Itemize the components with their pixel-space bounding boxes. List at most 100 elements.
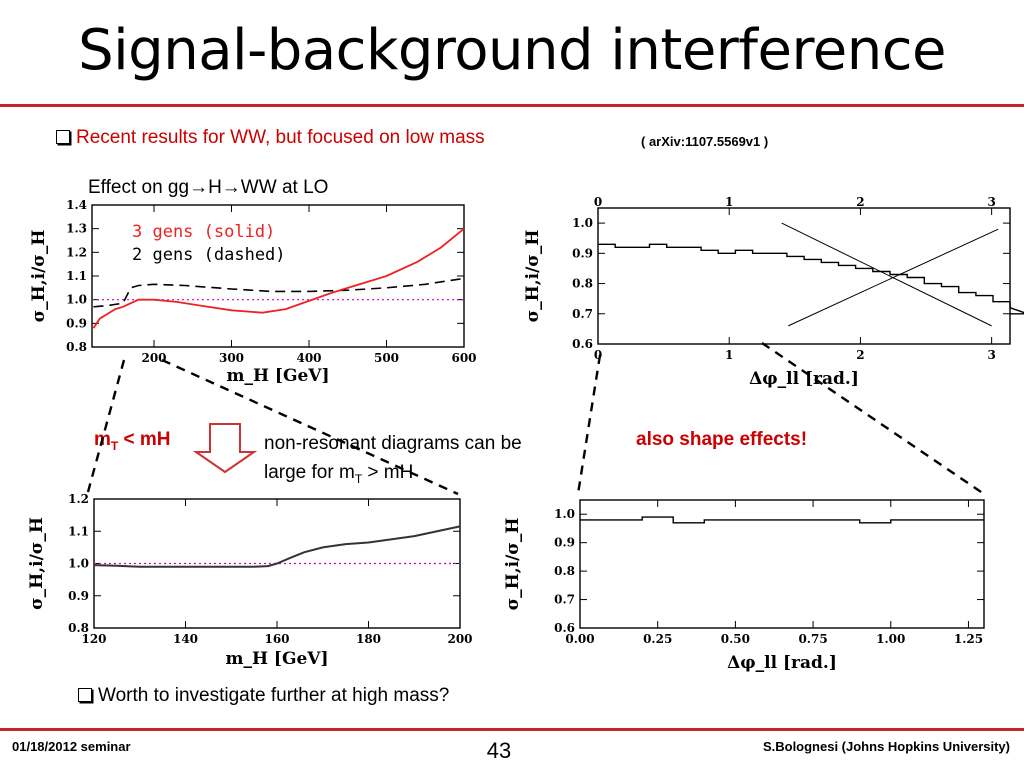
x-tick-label: 1.25 <box>954 632 983 646</box>
footer-date: 01/18/2012 seminar <box>12 739 131 754</box>
bullet-recent-results-text: Recent results for WW, but focused on lo… <box>76 127 485 148</box>
y-tick-label: 0.9 <box>554 536 575 550</box>
down-arrow-icon <box>192 423 258 474</box>
x-tick-label: 0 <box>594 348 602 362</box>
nonresonant-note: non-resonant diagrams can be large for m… <box>264 429 522 494</box>
crossed-line-b <box>788 228 999 327</box>
checkbox-bullet-icon <box>56 130 70 144</box>
y-tick-label: 1.4 <box>66 198 87 212</box>
x-tick-label: 200 <box>141 351 166 365</box>
effect-caption-mid: H <box>208 177 222 198</box>
x-tick-label: 500 <box>374 351 399 365</box>
series-ratio <box>93 525 461 568</box>
series-2-gens-dashed <box>93 277 465 308</box>
x-tick-label-top: 1 <box>725 195 733 209</box>
plot-frame <box>579 499 985 629</box>
zoom-connector-right-b <box>761 342 985 495</box>
shape-effects-note: also shape effects! <box>636 429 808 450</box>
page-number: 43 <box>486 738 512 763</box>
chart-dphi-full: 0 0 1 1 2 2 3 3 0.6 0.7 0.8 0.9 1.0 Δφ_ll [rad.] σ_H,i… <box>523 195 1024 389</box>
zoom-connector-left-b <box>161 358 459 496</box>
zoom-connector-left-a <box>86 359 126 493</box>
y-tick-label: 1.0 <box>68 557 89 571</box>
y-tick-label: 1.0 <box>554 507 575 521</box>
title-divider <box>0 104 1024 107</box>
footer-divider <box>0 728 1024 731</box>
y-tick-label: 0.7 <box>572 307 593 321</box>
bullet-high-mass-text: Worth to investigate further at high mas… <box>98 685 450 706</box>
series-3-gens-solid <box>92 228 465 329</box>
x-tick-label-top: 3 <box>987 195 995 209</box>
right-arrow-icon: → <box>189 177 209 198</box>
legend-3-gens: 3 gens (solid) <box>132 222 275 242</box>
x-axis-label: Δφ_ll [rad.] <box>749 369 859 389</box>
x-tick-label: 0.00 <box>565 632 594 646</box>
y-tick-label: 0.9 <box>68 589 89 603</box>
y-tick-label: 1.2 <box>68 492 89 506</box>
x-axis-label: m_H [GeV] <box>226 366 329 386</box>
nonresonant-line2: large for mT > mH <box>264 458 522 494</box>
arxiv-reference: ( arXiv:1107.5569v1 ) <box>641 134 769 149</box>
legend-2-gens: 2 gens (dashed) <box>132 245 286 265</box>
x-tick-label: 3 <box>987 348 995 362</box>
y-tick-label: 0.8 <box>66 340 87 354</box>
x-tick-label: 1 <box>725 348 733 362</box>
x-tick-label: 140 <box>173 632 198 646</box>
y-tick-label: 1.1 <box>68 524 89 538</box>
x-axis-label: Δφ_ll [rad.] <box>727 653 837 673</box>
y-axis-label: σ_H,i/σ_H <box>29 230 49 323</box>
series-step <box>598 243 1024 315</box>
chart-mh-zoom: 120 140 160 180 200 0.8 0.9 1.0 1.1 1.2 m_H [GeV] σ… <box>27 492 473 669</box>
y-tick-label: 0.9 <box>572 246 593 260</box>
x-tick-label: 120 <box>81 632 106 646</box>
plot-frame <box>597 207 1011 345</box>
nonresonant-line2-sub: T <box>354 471 363 486</box>
series-step <box>580 516 984 524</box>
zoom-connector-right-a <box>576 354 602 495</box>
y-axis-label: σ_H,i/σ_H <box>503 518 523 611</box>
x-axis-label: m_H [GeV] <box>225 649 328 669</box>
bullet-recent-results: Recent results for WW, but focused on lo… <box>56 127 485 149</box>
y-tick-label: 1.1 <box>66 269 87 283</box>
y-tick-label: 1.0 <box>572 216 593 230</box>
right-arrow-icon: → <box>221 177 241 198</box>
bullet-high-mass: Worth to investigate further at high mas… <box>78 685 449 707</box>
y-tick-label: 1.0 <box>66 293 87 307</box>
y-tick-label: 0.6 <box>572 337 593 351</box>
chart-mh-full: 200 300 400 500 600 0.8 0.9 1.0 1.1 1.2 1.3 1.4 m_H … <box>29 198 477 386</box>
checkbox-bullet-icon <box>78 688 92 702</box>
y-axis-label: σ_H,i/σ_H <box>523 230 543 323</box>
chart-dphi-zoom: 0.00 0.25 0.50 0.75 1.00 1.25 0.6 0.7 0.8 0.9 1.0 Δ… <box>503 499 985 673</box>
y-tick-label: 0.8 <box>554 564 575 578</box>
x-tick-label: 2 <box>856 348 864 362</box>
crossed-line-a <box>781 222 992 327</box>
x-tick-label: 180 <box>356 632 381 646</box>
effect-caption: Effect on gg→H→WW at LO <box>88 177 328 199</box>
nonresonant-line1: non-resonant diagrams can be <box>264 433 522 454</box>
y-tick-label: 0.7 <box>554 593 575 607</box>
charts-group: 200 300 400 500 6000.80.91.01.11.21.31.4m_H … <box>27 195 1024 673</box>
x-tick-label: 400 <box>296 351 321 365</box>
effect-caption-prefix: Effect on gg <box>88 177 190 198</box>
mt-rest: < mH <box>118 429 171 450</box>
x-tick-label-top: 0 <box>594 195 602 209</box>
y-tick-label: 0.9 <box>66 316 87 330</box>
x-tick-label: 600 <box>451 351 476 365</box>
x-tick-label-top: 2 <box>856 195 864 209</box>
effect-caption-suffix: WW at LO <box>240 177 329 198</box>
slide-title: Signal-background interference <box>78 18 946 83</box>
x-tick-label: 0.25 <box>643 632 672 646</box>
x-tick-label: 200 <box>447 632 472 646</box>
y-axis-label: σ_H,i/σ_H <box>27 517 47 610</box>
y-tick-label: 1.3 <box>66 222 87 236</box>
nonresonant-line2-a: large for m <box>264 462 355 483</box>
x-tick-label: 160 <box>264 632 289 646</box>
x-tick-label: 0.75 <box>798 632 827 646</box>
x-tick-label: 1.00 <box>876 632 905 646</box>
y-tick-label: 0.8 <box>572 277 593 291</box>
x-tick-label: 0.50 <box>721 632 750 646</box>
mt-sub: T <box>110 438 119 453</box>
nonresonant-line2-b: > mH <box>362 462 414 483</box>
x-tick-label: 300 <box>219 351 244 365</box>
